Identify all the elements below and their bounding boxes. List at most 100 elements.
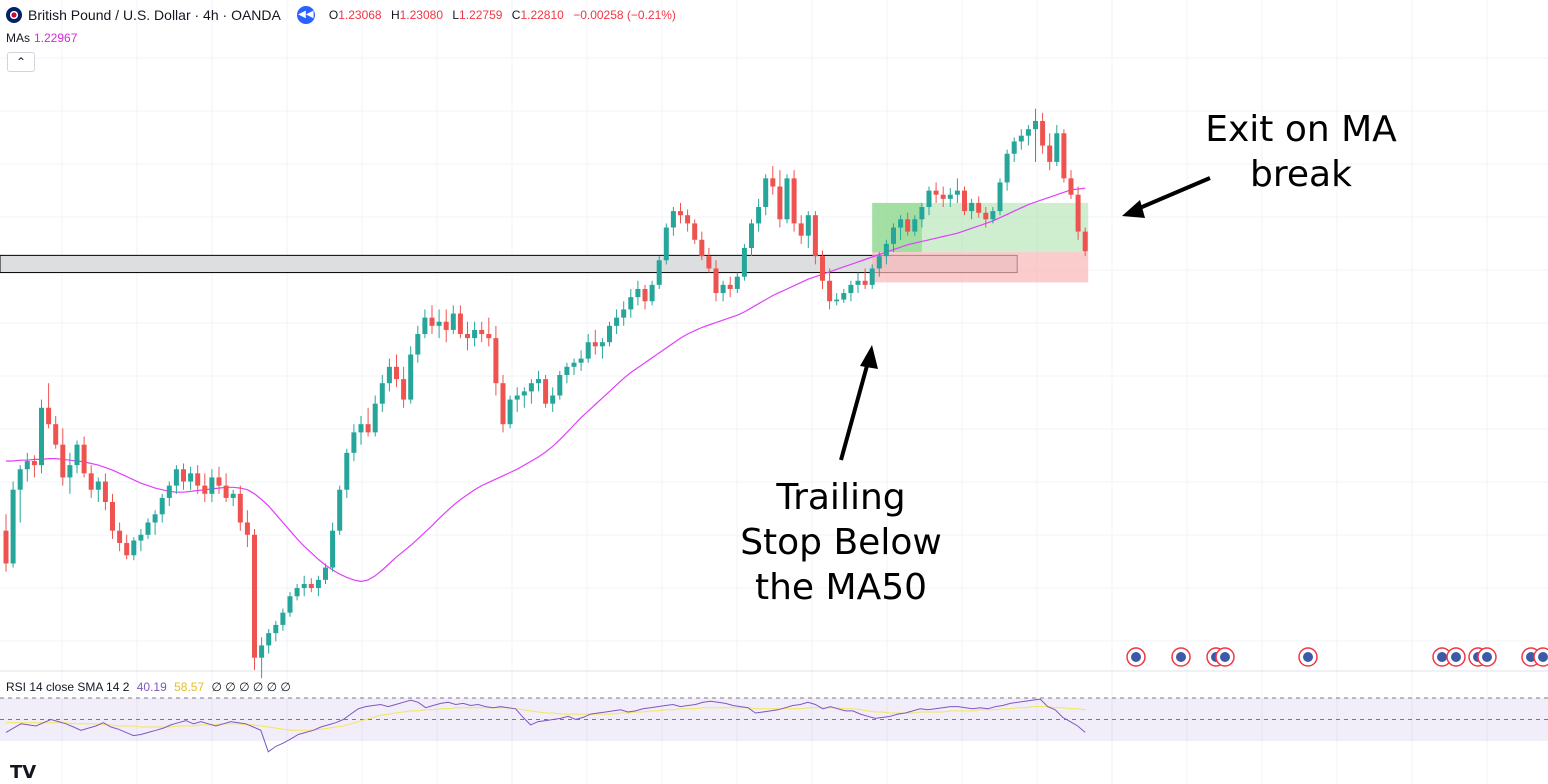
candle-body [543, 379, 549, 404]
candle-body [17, 469, 23, 490]
candle-body [301, 583, 307, 589]
candle-body [386, 366, 392, 384]
candle-body [528, 383, 534, 392]
candle-body [685, 215, 691, 224]
candle-body [159, 497, 165, 515]
candle-body [308, 583, 314, 589]
candle-body [486, 334, 492, 339]
candle-body [812, 215, 818, 257]
candle-body [1061, 133, 1067, 179]
candle-body [670, 211, 676, 228]
low-value: 1.22759 [459, 8, 503, 22]
candle-body [876, 256, 882, 269]
candle-body [564, 366, 570, 375]
ma-legend[interactable]: MAs 1.22967 [6, 31, 77, 45]
ma-label: MAs [6, 31, 30, 45]
candle-body [351, 432, 357, 453]
candle-body [88, 473, 94, 490]
candle-body [244, 522, 250, 535]
candle-body [166, 485, 172, 498]
candle-body [699, 239, 705, 257]
candle-body [493, 338, 499, 384]
rsi-legend[interactable]: RSI 14 close SMA 14 2 40.19 58.57 ∅ ∅ ∅ … [6, 680, 291, 694]
candle-body [983, 212, 989, 220]
candle-body [1011, 141, 1017, 154]
ma50-line [6, 187, 1086, 583]
candle-body [457, 313, 463, 335]
candle-body [855, 280, 861, 285]
candle-body [592, 342, 598, 347]
exit-arrow [1134, 176, 1211, 212]
candle-body [848, 284, 854, 294]
candle-body [337, 489, 343, 531]
candle-body [131, 540, 137, 556]
candle-body [649, 284, 655, 302]
candle-body [39, 407, 44, 466]
exit-annotation-line: break [1250, 154, 1352, 195]
candle-body [663, 227, 669, 261]
close-value: 1.22810 [520, 8, 564, 22]
candle-body [408, 354, 414, 400]
candle-body [152, 514, 158, 523]
candle-body [443, 321, 449, 330]
ma-value: 1.22967 [34, 31, 78, 45]
rsi-extra: ∅ ∅ ∅ ∅ ∅ ∅ [211, 680, 291, 694]
candle-body [401, 379, 407, 400]
event-flag-icon-core [1303, 652, 1313, 662]
rsi-sma-value: 58.57 [174, 680, 205, 694]
high-value: 1.23080 [399, 8, 444, 22]
candle-body [1068, 178, 1074, 195]
candle-body [81, 444, 87, 474]
candle-body [678, 211, 683, 216]
chevron-up-icon[interactable]: ⌃ [7, 52, 35, 72]
candle-body [883, 243, 889, 257]
candle-body [1025, 129, 1031, 136]
candle-body [1075, 194, 1081, 232]
candle-body [31, 461, 37, 466]
candle-body [521, 391, 527, 396]
candle-body [905, 219, 911, 232]
candle-body [933, 190, 939, 195]
change-value: −0.00258 (−0.21%) [573, 8, 676, 22]
candle-body [976, 202, 982, 213]
candle-body [756, 207, 762, 224]
candle-body [798, 223, 804, 236]
candle-body [330, 530, 336, 568]
candle-body [67, 465, 73, 478]
candle-body [3, 530, 9, 564]
candle-body [479, 329, 485, 335]
stop-arrow [839, 361, 870, 461]
candle-body [869, 268, 875, 285]
tradingview-logo[interactable]: TV [10, 762, 37, 783]
exit-annotation-line: Exit on MA [1205, 109, 1397, 150]
candle-body [926, 190, 932, 208]
candle-body [834, 299, 840, 302]
candle-body [188, 473, 194, 482]
ohlc-values: O1.23068 H1.23080 L1.22759 C1.22810 −0.0… [328, 8, 676, 22]
candle-body [415, 334, 421, 355]
candle-body [784, 178, 790, 220]
candle-body [720, 284, 726, 294]
event-flag-icon-core [1451, 652, 1461, 662]
candle-body [358, 424, 364, 433]
candle-body [95, 481, 101, 490]
candle-body [990, 211, 996, 220]
candle-body [919, 207, 925, 220]
rewind-icon[interactable]: ◀◀ [296, 6, 315, 24]
candle-body [124, 542, 130, 556]
candle-body [1040, 120, 1046, 146]
candle-body [777, 186, 783, 220]
event-flag-icon-core [1220, 652, 1230, 662]
candle-body [465, 334, 470, 339]
candle-body [805, 215, 811, 236]
candle-body [472, 329, 478, 339]
candle-body [294, 588, 300, 597]
candle-body [536, 379, 541, 384]
candle-body [74, 444, 80, 466]
stop-annotation-line: Stop Below [740, 522, 942, 563]
symbol-title[interactable]: British Pound / U.S. Dollar · 4h · OANDA [28, 7, 281, 23]
candle-body [280, 612, 286, 625]
event-flag-icon-core [1131, 652, 1141, 662]
candle-body [202, 485, 208, 494]
